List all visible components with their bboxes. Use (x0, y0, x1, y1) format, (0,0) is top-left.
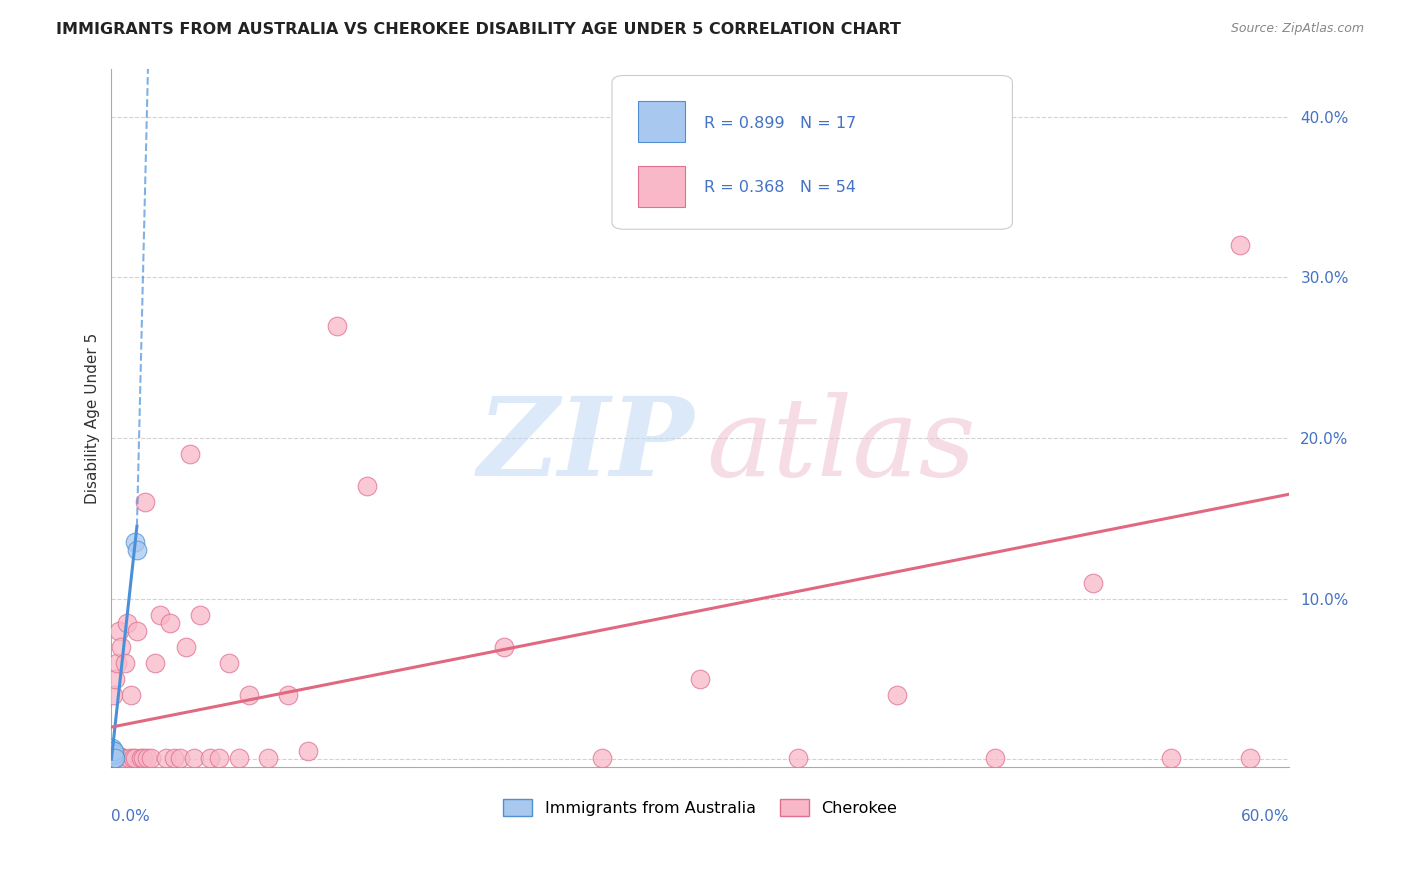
Point (103, 747, 125, 762)
FancyBboxPatch shape (638, 166, 685, 207)
Point (257, 750, 280, 764)
Point (103, 688, 125, 702)
Point (155, 750, 177, 764)
Point (112, 750, 135, 764)
Point (129, 750, 152, 764)
Point (208, 750, 231, 764)
Point (101, 747, 124, 762)
Point (125, 543, 148, 558)
Point (143, 656, 166, 670)
Point (101, 749, 124, 764)
Point (135, 750, 157, 764)
Point (105, 750, 128, 764)
Point (108, 624, 131, 638)
Point (132, 750, 155, 764)
Point (103, 750, 125, 764)
Point (101, 741, 124, 756)
Point (104, 750, 127, 764)
Text: 0.0%: 0.0% (111, 809, 150, 824)
Point (101, 750, 124, 764)
Point (114, 656, 136, 670)
Point (238, 688, 260, 702)
Point (103, 747, 125, 762)
Point (108, 749, 131, 764)
Point (1239, 750, 1261, 764)
Text: atlas: atlas (706, 392, 976, 500)
Y-axis label: Disability Age Under 5: Disability Age Under 5 (86, 332, 100, 503)
Legend: Immigrants from Australia, Cherokee: Immigrants from Australia, Cherokee (496, 793, 904, 822)
Text: R = 0.899   N = 17: R = 0.899 N = 17 (704, 116, 856, 130)
Point (198, 750, 221, 764)
Point (124, 535, 146, 549)
Point (118, 750, 141, 764)
Point (103, 744, 125, 758)
Point (101, 744, 124, 758)
Point (103, 749, 125, 764)
Point (101, 747, 124, 762)
Text: R = 0.368   N = 54: R = 0.368 N = 54 (704, 180, 856, 194)
Point (492, 640, 515, 654)
Point (110, 640, 132, 654)
Point (169, 750, 191, 764)
Point (103, 750, 125, 764)
Text: 60.0%: 60.0% (1240, 809, 1289, 824)
FancyBboxPatch shape (638, 102, 685, 142)
Point (1081, 575, 1104, 590)
Point (984, 750, 1007, 764)
Text: IMMIGRANTS FROM AUSTRALIA VS CHEROKEE DISABILITY AGE UNDER 5 CORRELATION CHART: IMMIGRANTS FROM AUSTRALIA VS CHEROKEE DI… (56, 22, 901, 37)
Point (139, 750, 162, 764)
Point (163, 750, 186, 764)
Point (174, 640, 197, 654)
Point (110, 750, 132, 764)
Point (1229, 238, 1251, 252)
Point (356, 479, 378, 493)
Point (125, 624, 148, 638)
Point (115, 615, 138, 630)
Point (218, 656, 240, 670)
Point (120, 688, 142, 702)
Point (277, 688, 299, 702)
Point (134, 495, 156, 509)
Text: ZIP: ZIP (478, 392, 695, 500)
Point (297, 744, 319, 758)
Point (886, 688, 908, 702)
Point (228, 750, 250, 764)
Point (689, 672, 711, 686)
Point (103, 750, 125, 764)
Text: Source: ZipAtlas.com: Source: ZipAtlas.com (1230, 22, 1364, 36)
Point (122, 750, 145, 764)
Point (787, 750, 810, 764)
Point (101, 750, 124, 764)
Point (103, 744, 125, 758)
Point (105, 656, 128, 670)
Point (101, 744, 124, 758)
Point (591, 750, 613, 764)
Point (159, 615, 181, 630)
Point (104, 672, 127, 686)
Point (188, 607, 211, 622)
Point (149, 607, 172, 622)
Point (183, 750, 205, 764)
Point (179, 447, 201, 461)
Point (104, 750, 127, 764)
Point (124, 750, 146, 764)
Point (326, 318, 349, 333)
Point (1160, 750, 1182, 764)
FancyBboxPatch shape (612, 76, 1012, 229)
